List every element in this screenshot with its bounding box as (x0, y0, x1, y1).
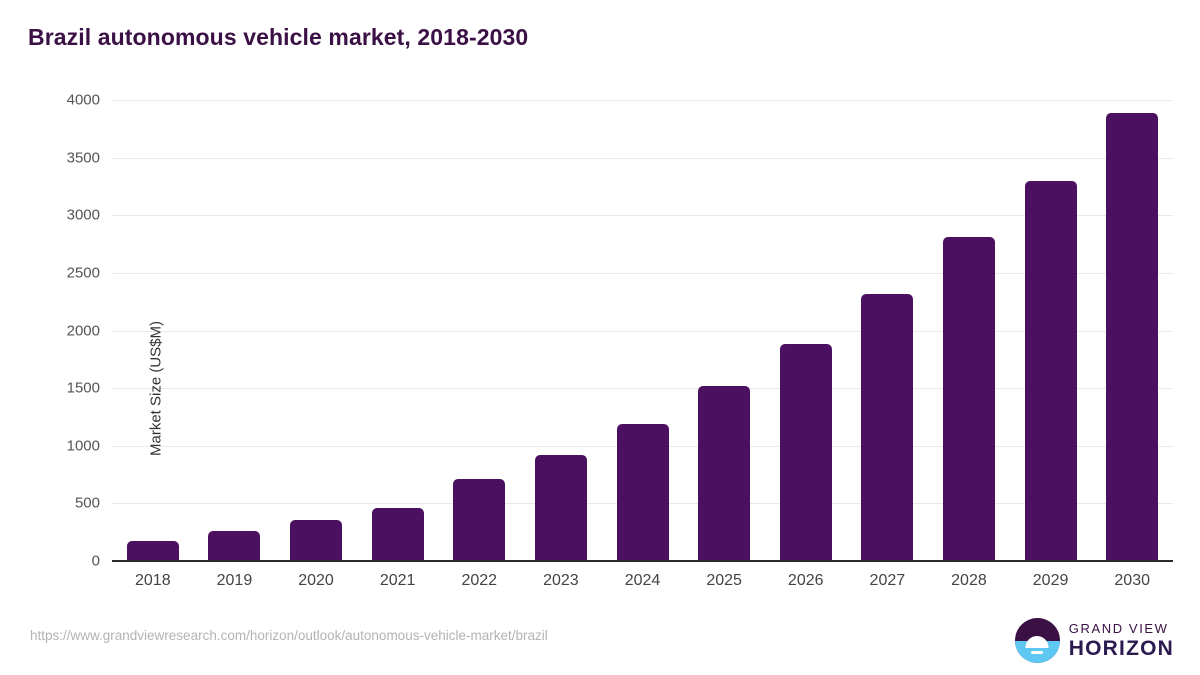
gridline (112, 388, 1173, 390)
gridline (112, 157, 1173, 159)
x-axis-tick-label: 2020 (298, 572, 334, 589)
x-axis-tick-label: 2030 (1114, 572, 1150, 589)
x-axis-tick-label: 2018 (135, 572, 171, 589)
logo-wordmark: GRAND VIEW HORIZON (1069, 622, 1174, 659)
y-axis-title: Market Size (US$M) (147, 320, 165, 457)
source-url[interactable]: https://www.grandviewresearch.com/horizo… (30, 628, 548, 643)
logo-line-horizon: HORIZON (1068, 637, 1174, 660)
gridline (112, 100, 1173, 101)
x-axis-tick-label: 2022 (461, 572, 498, 589)
gridline (112, 215, 1173, 217)
bar-2018[interactable] (126, 541, 179, 561)
y-axis-tick-label: 3000 (66, 206, 100, 224)
x-axis-tick-label: 2026 (787, 572, 824, 589)
y-axis-tick-label: 0 (91, 552, 100, 570)
logo-line-2 (1031, 650, 1044, 654)
gridline (112, 272, 1173, 274)
sunrise-circle-icon (1014, 618, 1060, 663)
y-axis-tick-label: 500 (74, 494, 100, 512)
bar-2030[interactable] (1106, 113, 1159, 561)
y-axis-tick-label: 2500 (66, 264, 100, 282)
y-axis-tick-label: 1500 (66, 379, 100, 397)
bar-2022[interactable] (453, 479, 506, 561)
bar-2028[interactable] (942, 236, 995, 561)
x-axis-tick-label: 2019 (216, 572, 253, 589)
x-axis-tick-label: 2023 (543, 572, 579, 589)
gridline (112, 330, 1173, 332)
plot-area: 0 500 1000 1500 2000 2500 3000 3500 4000 2018 201… (67, 92, 1173, 589)
x-axis-line (112, 560, 1173, 562)
y-axis-tick-label: 1000 (66, 437, 100, 455)
x-axis-tick-label: 2021 (379, 572, 416, 589)
logo-line-1 (1027, 645, 1047, 649)
bar-2027[interactable] (861, 294, 914, 561)
page-title: Brazil autonomous vehicle market, 2018-2… (28, 24, 529, 50)
bar-2024[interactable] (616, 423, 669, 561)
bar-2029[interactable] (1024, 180, 1077, 561)
x-axis-tick-label: 2029 (1032, 572, 1069, 589)
logo-sun (1025, 635, 1049, 648)
bar-2025[interactable] (698, 385, 751, 561)
brand-logo: GRAND VIEW HORIZON (1014, 618, 1174, 663)
x-axis-tick-label: 2025 (706, 572, 742, 589)
x-axis-tick-label: 2028 (951, 572, 987, 589)
logo-line-grand-view: GRAND VIEW (1068, 621, 1169, 636)
bar-2021[interactable] (371, 508, 424, 561)
x-axis-tick-label: 2027 (869, 572, 906, 589)
bar-2023[interactable] (534, 454, 587, 561)
y-axis-tick-label: 4000 (66, 91, 100, 109)
y-axis-tick-label: 3500 (66, 149, 100, 167)
x-axis-tick-label: 2024 (624, 572, 661, 589)
y-axis-tick-label: 2000 (66, 322, 100, 339)
bar-2019[interactable] (208, 531, 261, 561)
bar-2020[interactable] (290, 520, 343, 561)
bar-2026[interactable] (779, 343, 832, 561)
